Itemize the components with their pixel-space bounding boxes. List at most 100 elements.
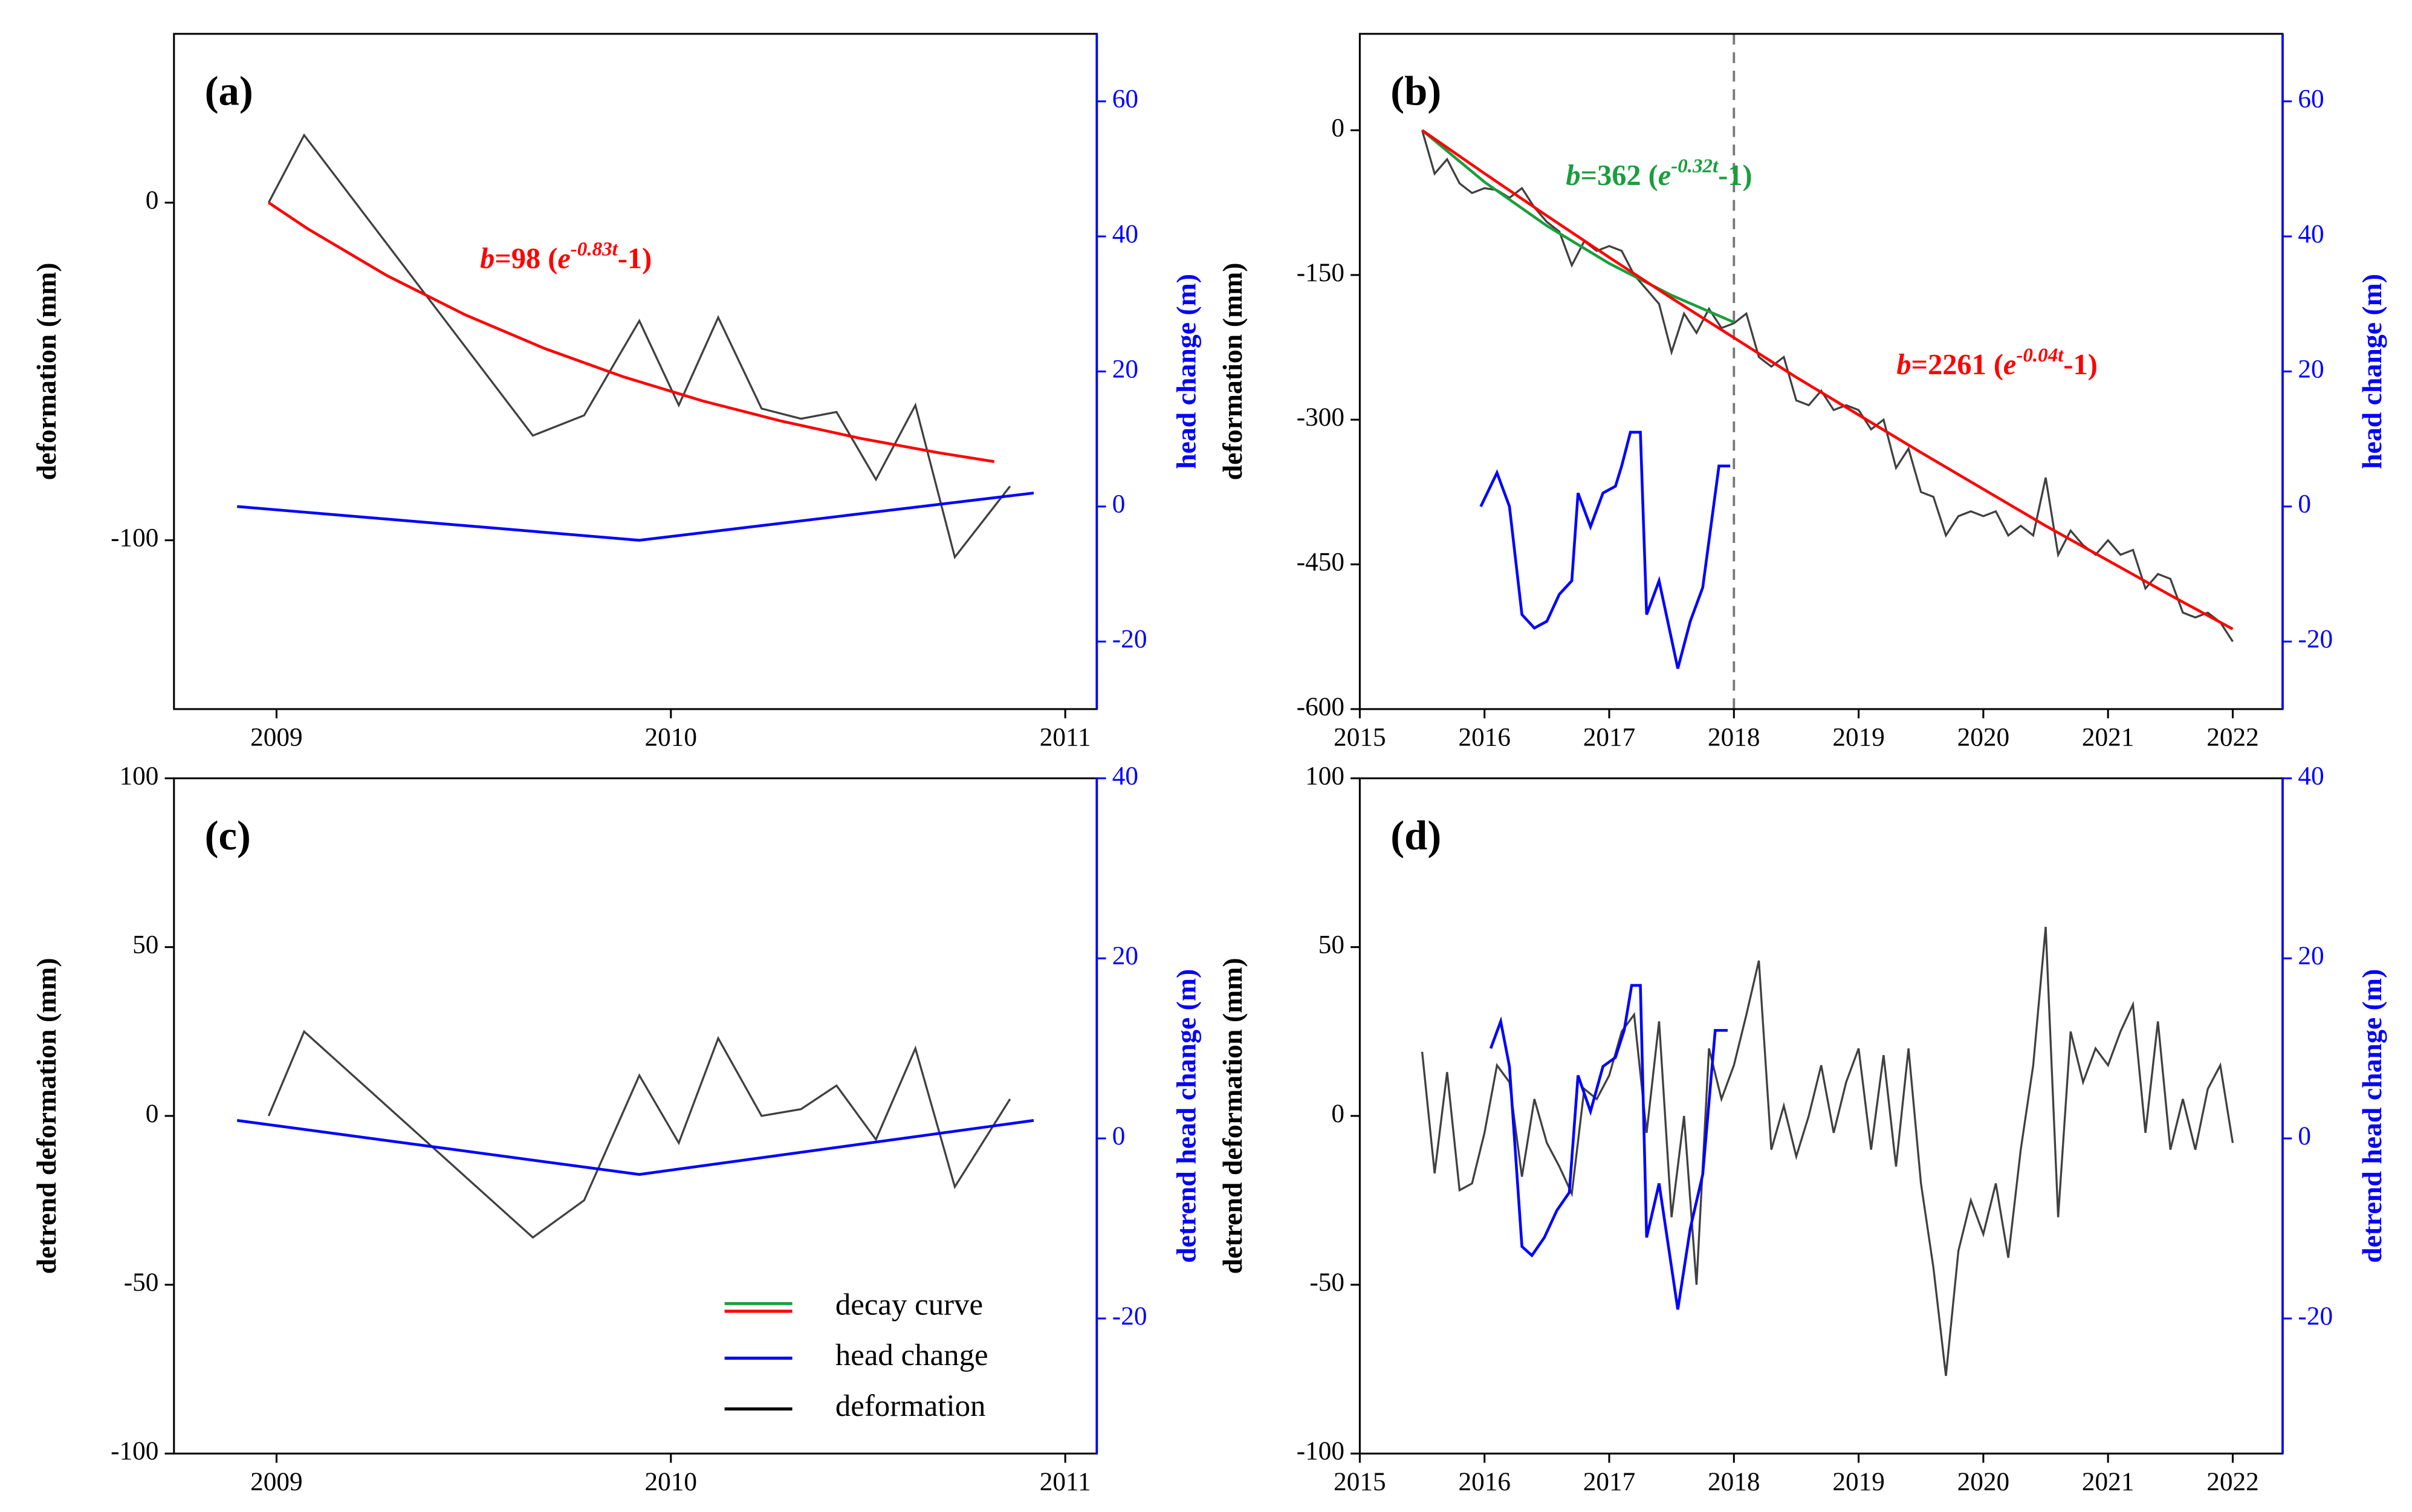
panel-label: (c)	[205, 813, 251, 858]
y2-tick-label: 40	[2298, 761, 2324, 790]
data-line	[236, 1119, 1034, 1176]
plot-frame	[173, 33, 1098, 710]
data-line	[1421, 926, 2234, 1377]
y2-tick-label: 40	[2298, 219, 2324, 248]
data-line	[1421, 129, 1735, 324]
legend-label: head change	[835, 1338, 988, 1372]
y-tick-label: 100	[119, 761, 158, 790]
y2-axis-title: detrend head change (m)	[2356, 969, 2387, 1263]
x-tick-label: 2019	[1832, 1467, 1884, 1496]
y-axis-title: detrend deformation (mm)	[31, 958, 62, 1274]
data-line	[1479, 430, 1731, 669]
data-line	[267, 133, 1011, 560]
x-tick-label: 2011	[1040, 1467, 1091, 1496]
y2-tick-label: 60	[1112, 85, 1138, 114]
y2-tick-label: 20	[1112, 941, 1138, 970]
y-tick-label: -300	[1297, 403, 1344, 432]
y-tick-label: -450	[1297, 547, 1344, 576]
x-tick-label: 2011	[1040, 723, 1091, 752]
y2-tick-label: 0	[1112, 1121, 1126, 1150]
y2-tick-label: 20	[2298, 941, 2324, 970]
legend-label: decay curve	[835, 1288, 983, 1322]
x-tick-label: 2015	[1334, 1467, 1386, 1496]
annotation-part: e	[2003, 349, 2016, 381]
annotation-part: -1)	[1718, 160, 1752, 192]
y2-tick-label: -20	[2298, 625, 2333, 654]
panel-label: (a)	[205, 68, 253, 114]
x-tick-label: 2020	[1957, 1467, 2009, 1496]
annotation: b=98 (e-0.83t-1)	[480, 238, 652, 274]
annotation-part: b	[1566, 160, 1580, 192]
panel: 2015 2016 2017 2018 2019 2020 2021 2022 -100 -50 0…	[1217, 761, 2387, 1496]
x-tick-label: 2017	[1583, 1467, 1636, 1496]
y2-axis-title: head change (m)	[1171, 274, 1202, 469]
annotation-part: -0.83t	[571, 238, 619, 260]
x-tick-label: 2021	[2082, 1467, 2135, 1496]
data-line	[1421, 130, 2234, 643]
annotation-part: =362 (	[1581, 160, 1658, 192]
data-line	[1489, 984, 1728, 1310]
annotation: b=2261 (e-0.04t-1)	[1896, 345, 2097, 381]
y-tick-label: 50	[1318, 930, 1344, 959]
plot-frame	[1358, 33, 2284, 710]
panel: 2009 2010 2011 -100 -50 0 50 100 -20 0 20 40 (c) detr…	[31, 761, 1201, 1496]
y2-axis-title: detrend head change (m)	[1171, 969, 1202, 1263]
y-tick-label: -150	[1297, 258, 1344, 287]
x-tick-label: 2021	[2082, 723, 2135, 752]
x-tick-label: 2009	[250, 723, 303, 752]
annotation-part: =98 (	[494, 243, 557, 275]
y-tick-label: 0	[146, 186, 159, 215]
annotation-part: -0.04t	[2016, 345, 2064, 366]
annotation: b=362 (e-0.32t-1)	[1566, 155, 1752, 192]
data-line	[268, 201, 995, 463]
x-tick-label: 2020	[1957, 723, 2009, 752]
x-tick-label: 2015	[1334, 723, 1386, 752]
annotation-part: e	[1658, 160, 1671, 192]
y2-tick-label: -20	[1112, 625, 1147, 654]
y-tick-label: -50	[1309, 1268, 1344, 1297]
y2-tick-label: -20	[1112, 1302, 1147, 1331]
y-tick-label: -600	[1297, 692, 1344, 721]
y-tick-label: -100	[111, 524, 158, 553]
data-line	[1421, 129, 2234, 631]
x-tick-label: 2009	[250, 1467, 303, 1496]
x-tick-label: 2016	[1458, 723, 1510, 752]
x-tick-label: 2019	[1832, 723, 1884, 752]
y2-axis-title: head change (m)	[2356, 274, 2387, 469]
panel: 2015 2016 2017 2018 2019 2020 2021 2022 -600 -450…	[1217, 33, 2387, 752]
x-tick-label: 2010	[645, 1467, 698, 1496]
panel-label: (d)	[1390, 813, 1441, 858]
y-tick-label: 100	[1305, 761, 1344, 790]
y2-tick-label: 60	[2298, 85, 2324, 114]
y2-tick-label: 40	[1112, 219, 1138, 248]
y-tick-label: 0	[1331, 113, 1344, 142]
annotation-part: b	[480, 243, 494, 275]
panel-label: (b)	[1390, 68, 1441, 114]
y2-tick-label: 20	[2298, 354, 2324, 383]
data-line	[237, 492, 1034, 542]
annotation-part: -0.32t	[1671, 155, 1719, 177]
y-axis-title: deformation (mm)	[1217, 263, 1248, 481]
annotation-part: -1)	[2063, 349, 2097, 381]
y-tick-label: 50	[132, 930, 158, 959]
x-tick-label: 2017	[1583, 723, 1636, 752]
x-tick-label: 2022	[2206, 1467, 2258, 1496]
y-tick-label: 0	[1331, 1099, 1344, 1128]
y-tick-label: 0	[146, 1099, 159, 1128]
x-tick-label: 2018	[1708, 723, 1760, 752]
annotation-part: -1)	[618, 243, 652, 275]
annotation-part: e	[557, 243, 570, 275]
x-tick-label: 2022	[2206, 723, 2258, 752]
y2-tick-label: 20	[1112, 354, 1138, 383]
y2-tick-label: 40	[1112, 761, 1138, 790]
y-tick-label: -100	[111, 1436, 158, 1465]
y2-tick-label: 0	[2298, 490, 2311, 519]
data-line	[267, 1030, 1011, 1239]
y2-tick-label: -20	[2298, 1302, 2333, 1331]
annotation-part: =2261 (	[1911, 349, 2003, 381]
annotation-part: b	[1896, 349, 1911, 381]
x-tick-label: 2018	[1708, 1467, 1760, 1496]
y-tick-label: -50	[124, 1268, 159, 1297]
legend-label: deformation	[835, 1389, 986, 1423]
